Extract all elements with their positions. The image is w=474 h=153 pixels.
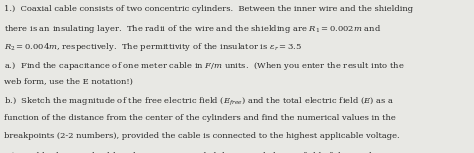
Text: web form, use the E notation!): web form, use the E notation!)	[4, 78, 133, 86]
Text: there is an insulating layer.  The radii of the wire and the shielding are $R_1 : there is an insulating layer. The radii …	[4, 23, 381, 35]
Text: breakpoints (2-2 numbers), provided the cable is connected to the highest applic: breakpoints (2-2 numbers), provided the …	[4, 132, 400, 140]
Text: b.)  Sketch the magnitude of the free electric field ($E_{free}$) and the total : b.) Sketch the magnitude of the free ele…	[4, 96, 394, 107]
Text: $R_2 = 0.004m$, respectively.  The permittivity of the insulator is $\varepsilon: $R_2 = 0.004m$, respectively. The permit…	[4, 41, 302, 53]
Text: function of the distance from the center of the cylinders and find the numerical: function of the distance from the center…	[4, 114, 395, 122]
Text: a.)  Find the capacitance of one meter cable in $F/m$ units.  (When you enter th: a.) Find the capacitance of one meter ca…	[4, 60, 404, 71]
Text: c.)  Find highest applicable voltage $U_{max}$ provided the critical electric fi: c.) Find highest applicable voltage $U_{…	[4, 150, 394, 153]
Text: 1.)  Coaxial cable consists of two concentric cylinders.  Between the inner wire: 1.) Coaxial cable consists of two concen…	[4, 5, 413, 13]
